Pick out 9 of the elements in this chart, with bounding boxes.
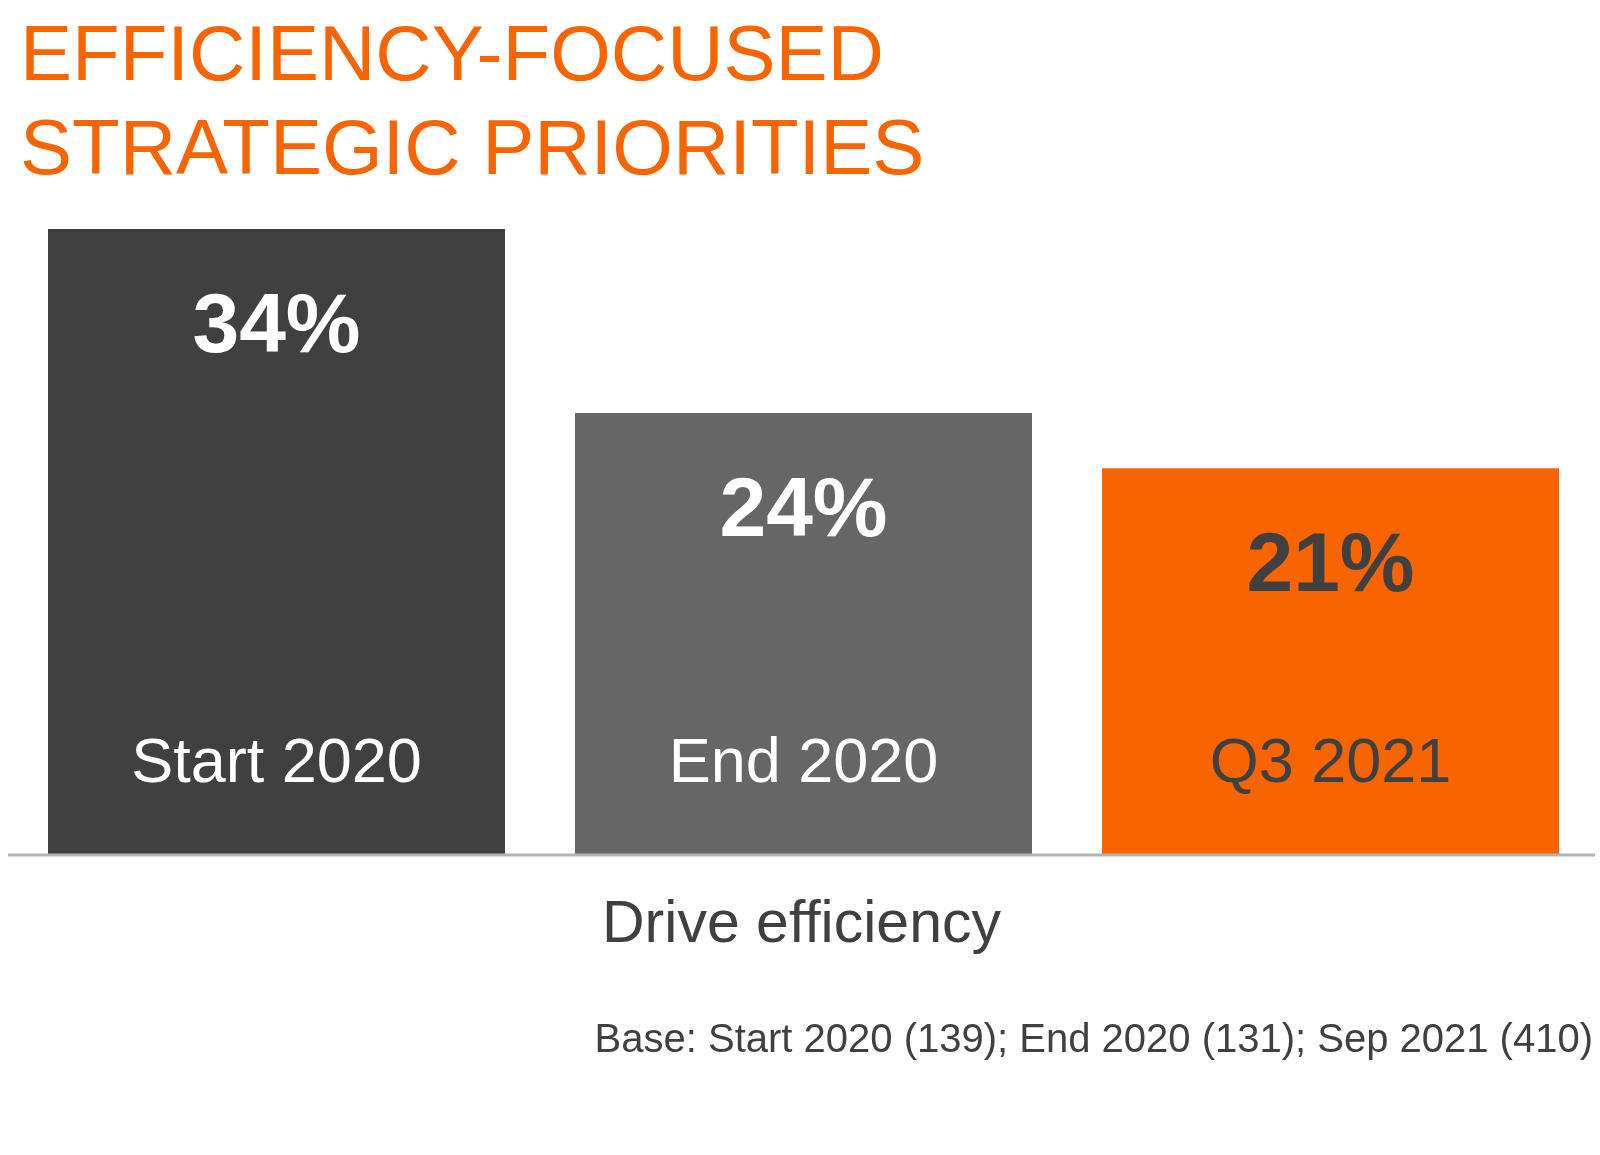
- x-axis-title: Drive efficiency: [601, 889, 1002, 955]
- text: Base: Start 2020 (139); End 2020 (131); Sep 2021 (410): [593, 1015, 1593, 1062]
- chart-title: EFFICIENCY-FOCUSED STRATEGIC PRIORITIES: [20, 8, 926, 193]
- data-label: 21%: [1246, 515, 1415, 610]
- x-tick-label: Start 2020: [131, 725, 422, 795]
- data-label: 24%: [719, 460, 888, 555]
- x-tick-label: End 2020: [668, 725, 939, 795]
- data-label: 34%: [192, 276, 361, 370]
- x-tick-label: Q3 2021: [1209, 725, 1452, 795]
